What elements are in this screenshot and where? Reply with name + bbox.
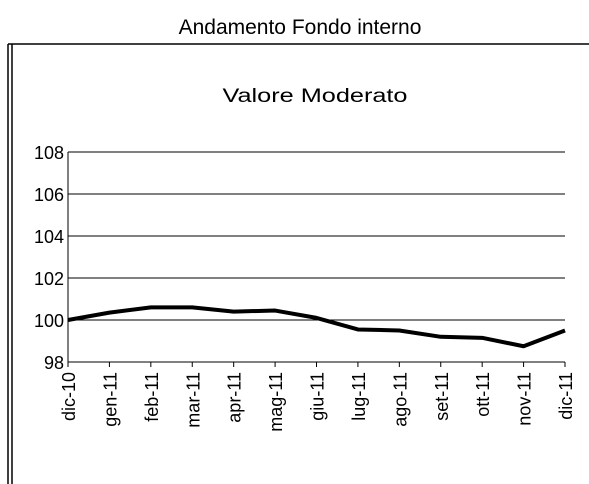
x-tick-label: ott-11 [473, 372, 493, 417]
y-tick-label: 102 [34, 269, 64, 289]
y-tick-label: 106 [34, 185, 64, 205]
x-tick-label: apr-11 [225, 372, 245, 423]
x-tick-label: nov-11 [515, 372, 535, 426]
y-tick-label: 100 [34, 311, 64, 331]
x-tick-label: ago-11 [390, 372, 410, 427]
data-line [67, 305, 566, 349]
x-tick-label: mar-11 [183, 372, 203, 428]
x-tick-label: giu-11 [308, 372, 328, 421]
x-tick-label: feb-11 [142, 372, 162, 422]
y-tick-label: 104 [34, 227, 64, 247]
y-tick-label: 98 [44, 353, 64, 373]
x-tick-label: gen-11 [100, 372, 120, 427]
y-tick-label: 108 [34, 143, 64, 163]
x-tick-label: lug-11 [349, 372, 369, 421]
x-tick-label: set-11 [432, 372, 452, 421]
chart-title: Andamento Fondo interno [179, 16, 422, 39]
chart-subtitle: Valore Moderato [223, 86, 408, 107]
x-tick-label: dic-11 [556, 372, 576, 420]
x-tick-label: dic-10 [59, 372, 79, 421]
x-tick-label: mag-11 [266, 372, 286, 432]
